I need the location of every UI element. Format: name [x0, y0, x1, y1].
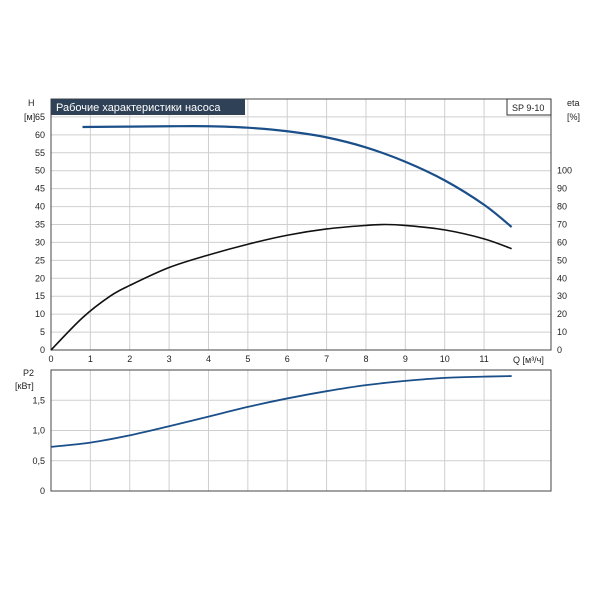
- p2-tick-label: 1,5: [32, 395, 45, 405]
- x-tick-label: 0: [48, 354, 53, 364]
- y-left-tick-label: 30: [35, 237, 45, 247]
- frame-layer: [50, 98, 552, 492]
- y-left-tick-label: 5: [40, 327, 45, 337]
- y-axis-unit-h: [м]: [24, 112, 35, 122]
- p2-tick-label: 0: [40, 486, 45, 496]
- y-axis-unit-eta: [%]: [567, 112, 580, 122]
- model-label-text: SP 9-10: [512, 103, 544, 113]
- y-right-tick-label: 0: [557, 345, 562, 355]
- y-right-tick-label: 40: [557, 273, 567, 283]
- x-tick-label: 3: [167, 354, 172, 364]
- y-right-tick-label: 10: [557, 327, 567, 337]
- model-label: SP 9-10: [506, 98, 552, 116]
- x-axis-label-q: Q [м³/ч]: [513, 355, 544, 365]
- y-left-tick-label: 10: [35, 309, 45, 319]
- y-right-tick-label: 90: [557, 184, 567, 194]
- y-right-tick-label: 100: [557, 166, 572, 176]
- x-tick-label: 2: [127, 354, 132, 364]
- y-left-tick-label: 35: [35, 220, 45, 230]
- bottom-plot-frame: [50, 369, 552, 492]
- y-right-tick-label: 70: [557, 220, 567, 230]
- y-left-tick-label: 45: [35, 184, 45, 194]
- y-left-tick-label: 55: [35, 148, 45, 158]
- y-axis-label-p2: P2: [23, 368, 34, 378]
- grid-layer: [51, 99, 551, 491]
- curve-layer: [50, 125, 513, 448]
- p2-tick-label: 1,0: [32, 426, 45, 436]
- y-left-tick-label: 60: [35, 130, 45, 140]
- title-text: Рабочие характеристики насоса: [56, 102, 221, 114]
- y-left-tick-label: 40: [35, 202, 45, 212]
- x-tick-label: 7: [324, 354, 329, 364]
- x-tick-label: 1: [88, 354, 93, 364]
- x-tick-label: 4: [206, 354, 211, 364]
- model-label-box: [506, 98, 552, 116]
- y-left-tick-label: 65: [35, 112, 45, 122]
- head-curve: [82, 125, 513, 228]
- y-left-tick-label: 25: [35, 255, 45, 265]
- x-tick-label: 11: [479, 354, 488, 364]
- x-tick-label: 6: [285, 354, 290, 364]
- y-right-tick-label: 50: [557, 255, 567, 265]
- tick-layer: 0 1 2 3 4 5 6 7 8 9 10 1105101520253035404550556065…: [32, 112, 572, 496]
- y-left-tick-label: 50: [35, 166, 45, 176]
- power-curve: [50, 375, 512, 448]
- x-tick-label: 8: [363, 354, 368, 364]
- y-left-tick-label: 20: [35, 273, 45, 283]
- chart-title: Рабочие характеристики насоса: [51, 99, 245, 115]
- efficiency-curve: [50, 223, 512, 351]
- p2-tick-label: 0,5: [32, 456, 45, 466]
- y-left-tick-label: 0: [40, 345, 45, 355]
- y-right-tick-label: 30: [557, 291, 567, 301]
- y-left-tick-label: 15: [35, 291, 45, 301]
- y-right-tick-label: 60: [557, 237, 567, 247]
- x-tick-label: 10: [440, 354, 450, 364]
- y-axis-label-h: H: [28, 98, 35, 108]
- x-tick-label: 5: [245, 354, 250, 364]
- y-axis-label-eta: eta: [567, 98, 580, 108]
- title-banner: [51, 99, 245, 115]
- x-tick-label: 9: [403, 354, 408, 364]
- top-plot-frame: [50, 98, 552, 351]
- y-axis-unit-p2: [кВт]: [15, 381, 34, 391]
- y-right-tick-label: 20: [557, 309, 567, 319]
- y-right-tick-label: 80: [557, 202, 567, 212]
